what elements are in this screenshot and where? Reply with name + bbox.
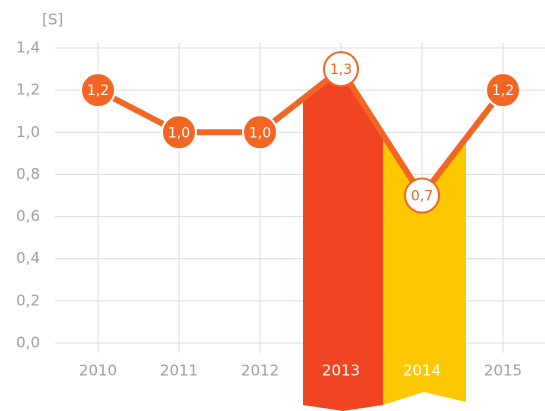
point bbox=[161, 114, 197, 151]
point bbox=[323, 51, 359, 88]
point bbox=[404, 177, 440, 214]
y-tick-label: 0,0 bbox=[16, 334, 40, 352]
data-label: 0,7 bbox=[411, 189, 433, 205]
highlight-ribbon bbox=[383, 135, 466, 405]
data-label: 1,0 bbox=[249, 125, 271, 141]
x-tick-label: 2013 bbox=[322, 362, 360, 380]
y-tick-label: 1,0 bbox=[16, 123, 40, 141]
data-label: 1,2 bbox=[492, 83, 514, 99]
point bbox=[80, 72, 116, 109]
background-layer bbox=[55, 43, 545, 353]
x-tick-label: 2014 bbox=[403, 362, 441, 380]
point bbox=[485, 72, 521, 109]
data-label: 1,3 bbox=[330, 62, 352, 78]
y-tick-label: 1,4 bbox=[16, 39, 40, 57]
data-label: 1,0 bbox=[168, 125, 190, 141]
data-label: 1,2 bbox=[87, 83, 109, 99]
y-tick-label: 0,8 bbox=[16, 165, 40, 183]
x-tick-label: 2011 bbox=[160, 362, 198, 380]
x-tick-label: 2012 bbox=[241, 362, 279, 380]
y-tick-label: 0,6 bbox=[16, 207, 40, 225]
x-tick-label: 2015 bbox=[484, 362, 522, 380]
y-tick-label: 1,2 bbox=[16, 81, 40, 99]
highlight-ribbon bbox=[303, 69, 383, 411]
y-tick-label: 0,2 bbox=[16, 291, 40, 309]
foreground-layer: 1,2 1,0 1,0 1,3 0,7 1,2 bbox=[80, 51, 521, 214]
point bbox=[242, 114, 278, 151]
x-tick-label: 2010 bbox=[79, 362, 117, 380]
y-tick-label: 0,4 bbox=[16, 249, 40, 267]
y-axis-label: [S] bbox=[42, 11, 63, 29]
